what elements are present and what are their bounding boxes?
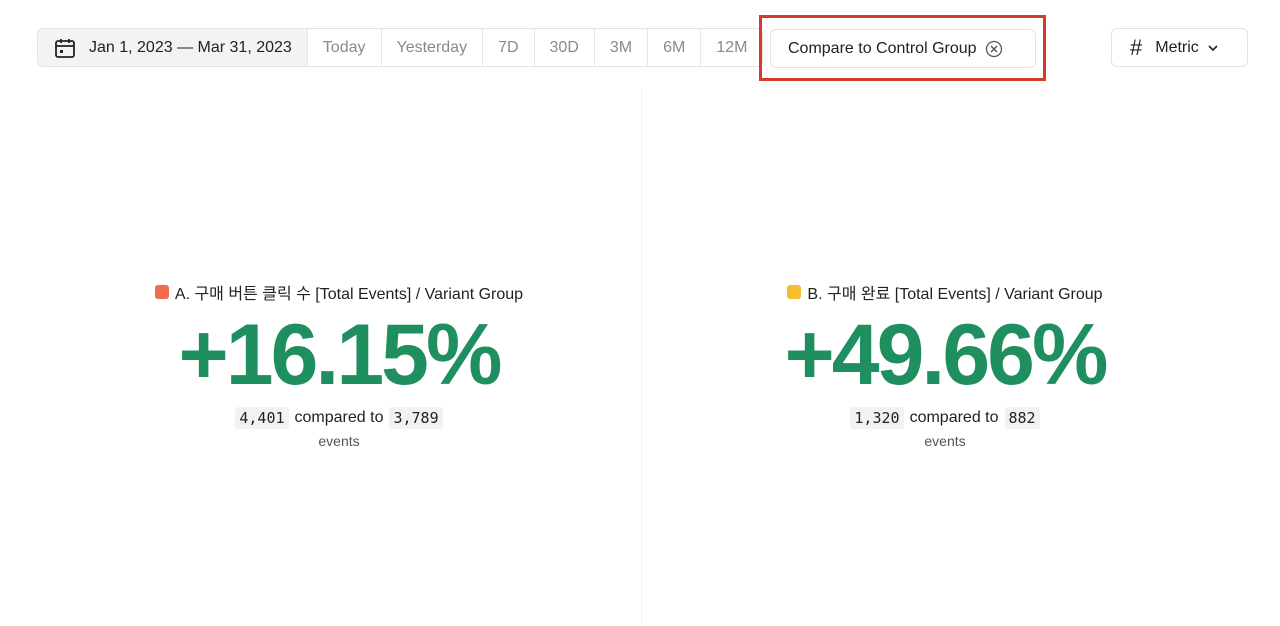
preset-3m[interactable]: 3M bbox=[595, 29, 649, 66]
control-count: 882 bbox=[1004, 407, 1040, 429]
date-range-selector: Jan 1, 2023 — Mar 31, 2023 Today Yesterd… bbox=[37, 28, 764, 67]
metric-title-text: A. 구매 버튼 클릭 수 [Total Events] / Variant G… bbox=[174, 286, 524, 303]
metric-value: +16.15% bbox=[178, 307, 503, 403]
preset-6m[interactable]: 6M bbox=[648, 29, 702, 66]
metric-title-text: B. 구매 완료 [Total Events] / Variant Group bbox=[807, 286, 1103, 303]
preset-12m[interactable]: 12M bbox=[716, 38, 748, 56]
series-swatch bbox=[787, 285, 802, 299]
date-range-label: Jan 1, 2023 — Mar 31, 2023 bbox=[89, 38, 292, 56]
calendar-icon bbox=[55, 38, 75, 58]
preset-30d[interactable]: 30D bbox=[535, 29, 595, 66]
control-count: 3,789 bbox=[389, 407, 443, 429]
hash-icon: # bbox=[1130, 34, 1143, 60]
metric-panel-b: B. 구매 완료 [Total Events] / Variant Group … bbox=[625, 280, 1265, 449]
compared-to-text: compared to bbox=[294, 409, 384, 426]
compare-label: Compare to Control Group bbox=[788, 39, 977, 57]
comparison-line: 4,401 compared to 3,789 bbox=[235, 407, 443, 429]
preset-yesterday[interactable]: Yesterday bbox=[382, 29, 484, 66]
metric-panel-a: A. 구매 버튼 클릭 수 [Total Events] / Variant G… bbox=[19, 280, 659, 449]
compare-to-control-button[interactable]: Compare to Control Group bbox=[770, 29, 1036, 68]
chevron-down-icon bbox=[1208, 44, 1218, 51]
compared-to-text: compared to bbox=[909, 409, 999, 426]
comparison-line: 1,320 compared to 882 bbox=[850, 407, 1040, 429]
metric-value: +49.66% bbox=[784, 307, 1109, 403]
metric-label: Metric bbox=[1155, 38, 1199, 56]
current-count: 1,320 bbox=[850, 407, 904, 429]
unit-label: events bbox=[318, 433, 360, 449]
unit-label: events bbox=[924, 433, 966, 449]
toolbar: Jan 1, 2023 — Mar 31, 2023 Today Yesterd… bbox=[37, 28, 764, 68]
metric-title: B. 구매 완료 [Total Events] / Variant Group bbox=[787, 280, 1103, 304]
metric-title: A. 구매 버튼 클릭 수 [Total Events] / Variant G… bbox=[154, 280, 524, 304]
compare-highlight-box: Compare to Control Group bbox=[759, 15, 1046, 81]
panel-divider bbox=[641, 88, 642, 626]
series-swatch bbox=[154, 285, 169, 299]
metric-dropdown[interactable]: # Metric bbox=[1111, 28, 1248, 67]
date-range-button[interactable]: Jan 1, 2023 — Mar 31, 2023 bbox=[38, 29, 308, 66]
current-count: 4,401 bbox=[235, 407, 289, 429]
preset-today[interactable]: Today bbox=[308, 29, 382, 66]
close-circle-icon[interactable] bbox=[985, 40, 1003, 58]
preset-7d[interactable]: 7D bbox=[483, 29, 535, 66]
